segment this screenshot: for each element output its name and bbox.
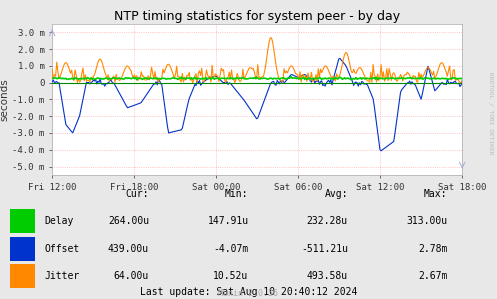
Bar [10,264,35,288]
Text: Munin 2.0.56: Munin 2.0.56 [219,289,278,298]
Bar [10,237,35,261]
Text: Delay: Delay [45,216,74,226]
Text: Last update: Sat Aug 10 20:40:12 2024: Last update: Sat Aug 10 20:40:12 2024 [140,287,357,297]
Text: 264.00u: 264.00u [108,216,149,226]
Text: Max:: Max: [424,189,447,199]
Text: -511.21u: -511.21u [301,244,348,254]
Text: 439.00u: 439.00u [108,244,149,254]
Title: NTP timing statistics for system peer - by day: NTP timing statistics for system peer - … [114,10,400,23]
Text: 2.67m: 2.67m [418,271,447,281]
Text: RRDTOOL / TOBI OETIKER: RRDTOOL / TOBI OETIKER [489,72,494,155]
Text: 313.00u: 313.00u [406,216,447,226]
Text: -4.07m: -4.07m [213,244,248,254]
Bar [10,209,35,233]
Text: Avg:: Avg: [325,189,348,199]
Text: Offset: Offset [45,244,80,254]
Text: 2.78m: 2.78m [418,244,447,254]
Text: Jitter: Jitter [45,271,80,281]
Text: Cur:: Cur: [126,189,149,199]
Text: Min:: Min: [225,189,248,199]
Y-axis label: seconds: seconds [0,78,9,121]
Text: 64.00u: 64.00u [114,271,149,281]
Text: 493.58u: 493.58u [307,271,348,281]
Text: 147.91u: 147.91u [207,216,248,226]
Text: 10.52u: 10.52u [213,271,248,281]
Text: 232.28u: 232.28u [307,216,348,226]
